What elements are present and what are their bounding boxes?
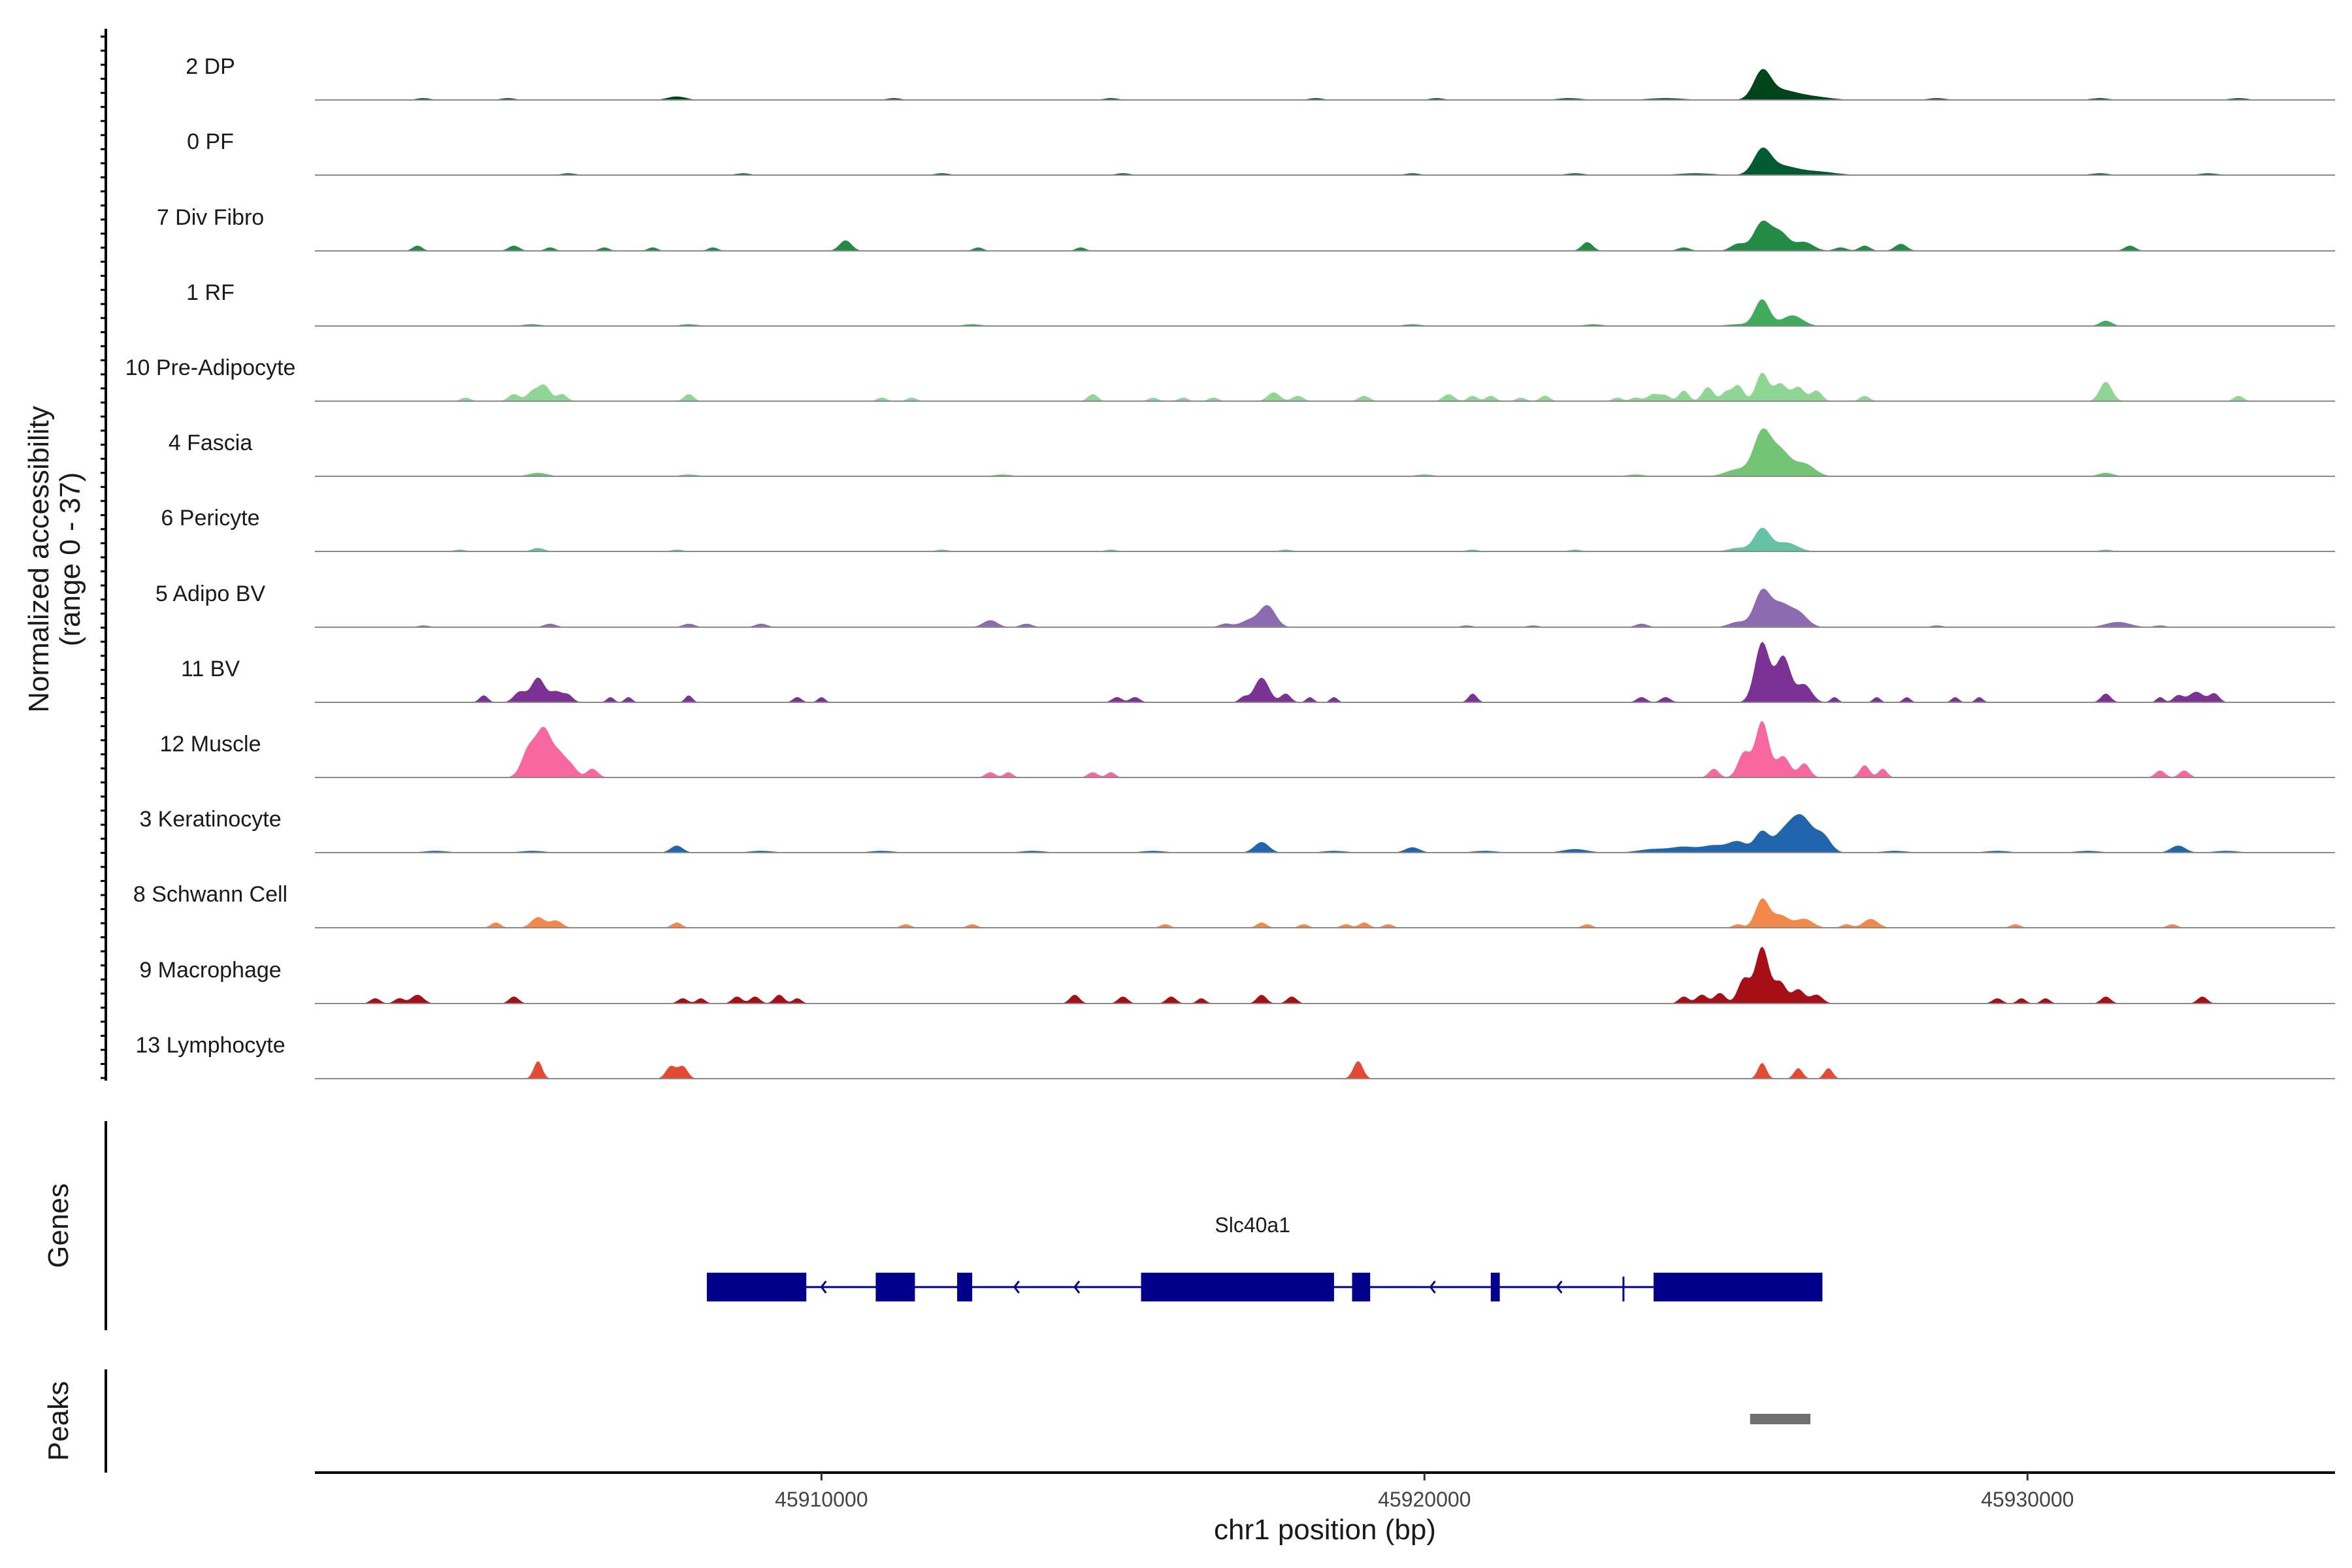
track-8: 5 Adipo BV	[155, 581, 2335, 628]
track-5: 10 Pre-Adipocyte	[125, 355, 2335, 402]
x-tick-label: 45920000	[1378, 1488, 1471, 1511]
track-label: 6 Pericyte	[161, 506, 259, 531]
track-signal	[315, 527, 2335, 551]
x-axis-title: chr1 position (bp)	[1214, 1514, 1436, 1546]
track-label: 9 Macrophage	[139, 958, 281, 983]
gene-strand-arrow	[1013, 1281, 1020, 1294]
track-12: 8 Schwann Cell	[133, 882, 2335, 928]
track-signal	[315, 642, 2335, 702]
track-label: 10 Pre-Adipocyte	[125, 355, 296, 380]
track-label: 1 RF	[186, 280, 235, 305]
track-signal	[315, 69, 2335, 100]
x-tick-label: 45930000	[1981, 1488, 2074, 1511]
gene-exon	[1490, 1273, 1500, 1301]
gene-strand-arrow	[1073, 1281, 1081, 1294]
gene-strand-arrow	[1429, 1281, 1436, 1294]
gene-strand-arrow	[820, 1281, 827, 1294]
track-label: 5 Adipo BV	[155, 581, 266, 606]
track-3: 7 Div Fibro	[157, 205, 2335, 252]
gene-exon	[875, 1273, 915, 1301]
track-label: 0 PF	[187, 129, 234, 154]
x-tick-label: 45910000	[775, 1488, 868, 1511]
track-signal	[315, 1061, 2335, 1079]
track-label: 4 Fascia	[169, 431, 253, 455]
gene-track: Slc40a1	[706, 1213, 1823, 1301]
track-signal	[315, 898, 2335, 928]
peaks-label: Peaks	[42, 1381, 74, 1461]
track-signal	[315, 147, 2335, 175]
track-label: 11 BV	[181, 657, 240, 681]
track-label: 8 Schwann Cell	[133, 882, 287, 907]
y-axis-title-line1: Normalized accessibility	[23, 406, 55, 712]
peaks-track	[1750, 1414, 1810, 1424]
track-label: 12 Muscle	[160, 732, 261, 757]
track-signal	[315, 220, 2335, 251]
track-label: 2 DP	[186, 54, 235, 79]
y-axis-title-line2: (range 0 - 37)	[54, 472, 86, 647]
track-14: 13 Lymphocyte	[135, 1033, 2335, 1079]
x-axis-ticks: 45910000 45920000 45930000	[775, 1473, 2074, 1511]
track-11: 3 Keratinocyte	[139, 807, 2335, 853]
track-label: 13 Lymphocyte	[135, 1033, 285, 1058]
genes-label: Genes	[42, 1183, 74, 1268]
gene-exon	[957, 1273, 973, 1301]
gene-exon	[1141, 1273, 1334, 1301]
track-10: 12 Muscle	[160, 721, 2335, 778]
peak-region	[1750, 1414, 1810, 1424]
gene-exon	[1352, 1273, 1371, 1301]
y-axis	[101, 29, 107, 1081]
track-7: 6 Pericyte	[161, 506, 2335, 552]
track-signal	[315, 428, 2335, 476]
track-label: 3 Keratinocyte	[139, 807, 281, 832]
track-4: 1 RF	[186, 280, 2335, 327]
gene-name-label: Slc40a1	[1215, 1213, 1290, 1237]
gene-strand-arrow	[1556, 1281, 1563, 1294]
track-label: 7 Div Fibro	[157, 205, 264, 230]
accessibility-tracks: 2 DP 0 PF 7 Div Fibro 1 RF 10 Pre-Adipocyte 4…	[125, 54, 2335, 1079]
track-1: 2 DP	[186, 54, 2335, 101]
track-signal	[315, 589, 2335, 627]
track-13: 9 Macrophage	[139, 947, 2335, 1004]
track-signal	[315, 814, 2335, 853]
track-6: 4 Fascia	[169, 428, 2335, 477]
track-signal	[315, 721, 2335, 777]
gene-exon	[1654, 1273, 1823, 1301]
track-9: 11 BV	[181, 642, 2335, 703]
track-2: 0 PF	[187, 129, 2335, 176]
gene-exon	[706, 1273, 807, 1301]
track-signal	[315, 372, 2335, 401]
track-signal	[315, 947, 2335, 1004]
track-signal	[315, 299, 2335, 326]
